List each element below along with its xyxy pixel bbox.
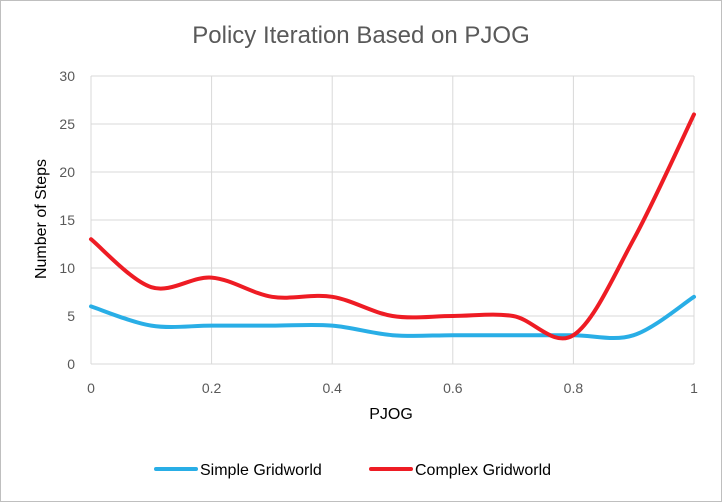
x-tick-label: 0 [87, 380, 95, 396]
series-lines [89, 112, 696, 341]
y-tick-label: 15 [59, 212, 75, 228]
x-tick-label: 0.4 [322, 380, 342, 396]
x-tick-label: 0.6 [443, 380, 463, 396]
series-line-1 [89, 112, 696, 341]
y-tick-label: 5 [67, 308, 75, 324]
y-tick-label: 10 [59, 260, 75, 276]
series-line-0 [89, 294, 696, 341]
x-axis-title: PJOG [369, 406, 413, 423]
gridlines [90, 75, 695, 365]
legend-label: Simple Gridworld [200, 462, 322, 479]
tick-labels: 0 5 10 15 20 25 30 0 0.2 0.4 0.6 0.8 1 [59, 68, 698, 396]
y-tick-label: 0 [67, 356, 75, 372]
chart-title: Policy Iteration Based on PJOG [192, 22, 530, 49]
legend-label: Complex Gridworld [415, 462, 551, 479]
y-tick-label: 25 [59, 116, 75, 132]
x-tick-label: 1 [690, 380, 698, 396]
x-tick-label: 0.8 [564, 380, 584, 396]
y-tick-label: 30 [59, 68, 75, 84]
y-tick-label: 20 [59, 164, 75, 180]
legend: Simple Gridworld Complex Gridworld [154, 462, 551, 479]
y-axis-title: Number of Steps [33, 159, 50, 279]
x-tick-label: 0.2 [202, 380, 222, 396]
